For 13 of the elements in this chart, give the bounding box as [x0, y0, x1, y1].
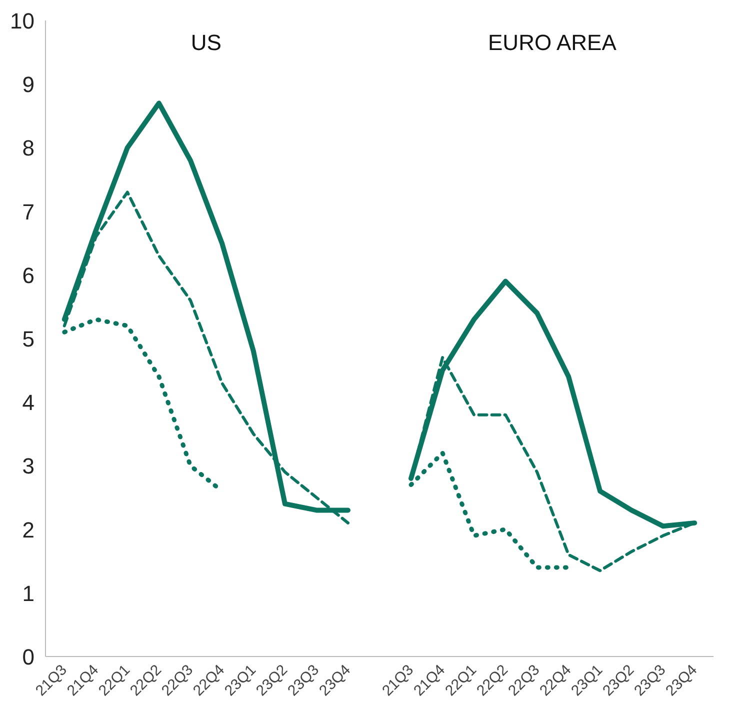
- y-tick-label: 5: [22, 326, 35, 352]
- annotation: EURO AREA: [488, 30, 617, 56]
- y-tick-label: 8: [22, 136, 35, 161]
- y-tick-label: 9: [22, 72, 35, 98]
- y-tick-label: 10: [10, 8, 35, 34]
- y-tick-label: 4: [22, 390, 35, 416]
- y-tick-label: 6: [22, 262, 35, 288]
- annotation: US: [190, 30, 222, 56]
- y-tick-label: 3: [22, 454, 35, 479]
- y-tick-label: 0: [22, 644, 35, 670]
- y-tick-label: 1: [22, 580, 35, 606]
- y-tick-label: 7: [22, 199, 35, 224]
- y-tick-label: 2: [22, 517, 35, 542]
